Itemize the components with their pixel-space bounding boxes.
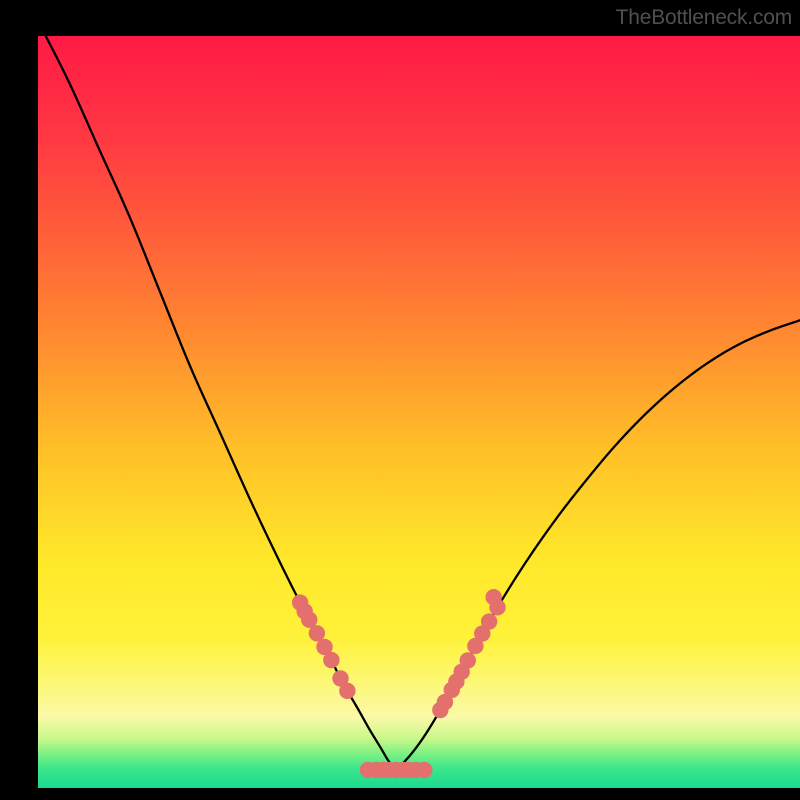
chart-svg bbox=[0, 0, 800, 800]
marker-right bbox=[481, 613, 497, 629]
watermark-text: TheBottleneck.com bbox=[616, 6, 792, 30]
plot-gradient bbox=[38, 36, 800, 788]
marker-left bbox=[339, 683, 355, 699]
marker-right bbox=[460, 652, 476, 668]
marker-extra bbox=[485, 589, 501, 605]
marker-left bbox=[323, 652, 339, 668]
marker-bottom bbox=[416, 762, 432, 778]
chart-container: TheBottleneck.com bbox=[0, 0, 800, 800]
